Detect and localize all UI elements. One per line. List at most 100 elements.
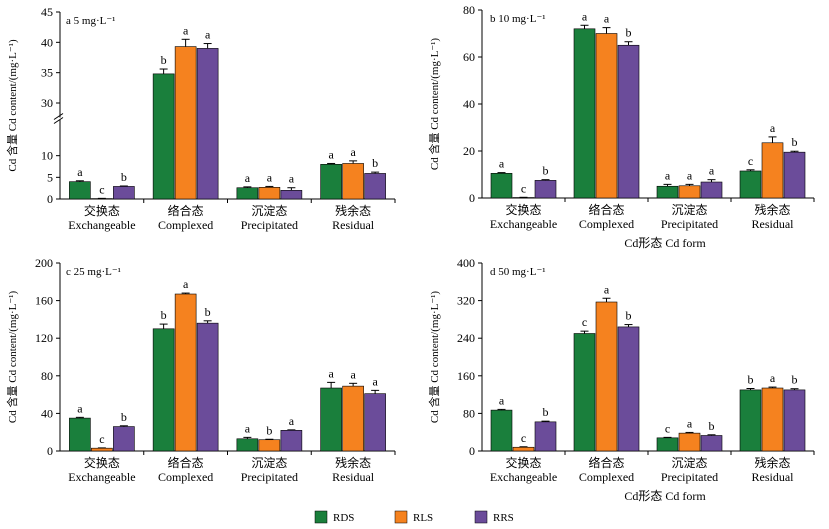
legend-label-rrs: RRS	[493, 512, 514, 524]
x-tick-label: 交换态	[84, 203, 120, 218]
significance-letter: c	[582, 315, 587, 329]
significance-letter: a	[770, 121, 776, 135]
bar-rrs	[280, 430, 303, 452]
x-axis-label: Cd形态 Cd form	[624, 489, 706, 503]
bar-rds	[573, 28, 596, 199]
significance-letter: b	[266, 423, 272, 437]
y-tick-label: 40	[41, 406, 53, 420]
bar-rls	[678, 185, 701, 199]
significance-letter: c	[99, 182, 104, 196]
x-tick-label: 沉淀态	[671, 203, 707, 217]
bar-rrs	[196, 48, 219, 200]
x-axis-label: Cd形态 Cd form	[624, 236, 706, 250]
bar-rrs	[280, 190, 303, 200]
legend: RDS RLS RRS	[314, 510, 514, 524]
significance-letter: b	[709, 419, 715, 433]
bar-rrs	[113, 186, 135, 200]
bar-rrs	[700, 435, 723, 452]
legend-swatch-rds	[314, 510, 328, 524]
significance-letter: b	[161, 53, 167, 67]
bar-rrs	[783, 151, 806, 199]
y-tick-label: 0	[47, 444, 53, 458]
significance-letter: a	[328, 366, 334, 380]
significance-letter: c	[521, 181, 526, 195]
bar-rds	[739, 170, 762, 199]
axis-break-gap	[54, 117, 397, 120]
panel-label: c 25 mg·L⁻¹	[66, 266, 121, 278]
y-tick-label: 160	[457, 369, 475, 383]
y-tick-label: 45	[41, 5, 53, 19]
bar-rrs	[534, 180, 557, 199]
axis-break-mark	[53, 117, 64, 124]
bar-rds	[69, 181, 91, 200]
x-tick-label: 残余态	[754, 455, 790, 470]
x-tick-label: 交换态	[505, 202, 541, 217]
bar-rls	[342, 385, 364, 452]
axis-break-mark	[53, 113, 64, 120]
x-tick-label-en: Residual	[752, 217, 795, 231]
x-tick-label: 残余态	[754, 202, 790, 217]
x-tick-label-en: Exchangeable	[68, 218, 135, 232]
significance-letter: a	[205, 28, 211, 42]
bar-rls	[91, 447, 113, 452]
y-axis-label: Cd 含量 Cd content/(mg·L⁻¹)	[5, 291, 19, 424]
y-axis-label: Cd 含量 Cd content/(mg·L⁻¹)	[427, 38, 441, 171]
x-tick-label: 交换态	[84, 455, 120, 470]
significance-letter: b	[626, 26, 632, 40]
y-tick-label: 0	[47, 192, 53, 206]
x-tick-label-en: Complexed	[579, 470, 634, 484]
bar-rrs	[196, 322, 219, 452]
significance-letter: a	[267, 170, 273, 184]
bar-rds	[236, 187, 259, 200]
bar-rds	[152, 328, 175, 452]
x-tick-label-en: Residual	[332, 218, 375, 232]
significance-letter: a	[604, 282, 610, 296]
significance-letter: a	[77, 165, 83, 179]
panel-label: a 5 mg·L⁻¹	[66, 15, 115, 27]
x-tick-label-en: Exchangeable	[68, 470, 135, 484]
significance-letter: b	[161, 308, 167, 322]
significance-letter: a	[687, 168, 693, 182]
x-tick-label-en: Precipitated	[241, 470, 298, 484]
x-tick-label: 络合态	[168, 455, 204, 470]
significance-letter: a	[350, 367, 356, 381]
significance-letter: b	[372, 156, 378, 170]
significance-letter: a	[328, 147, 334, 161]
y-tick-label: 35	[41, 66, 53, 80]
significance-letter: a	[499, 157, 505, 171]
significance-letter: a	[245, 171, 251, 185]
significance-letter: b	[205, 305, 211, 319]
significance-letter: a	[770, 371, 776, 385]
significance-letter: c	[748, 154, 753, 168]
y-axis-label: Cd 含量 Cd content/(mg·L⁻¹)	[5, 39, 19, 172]
panel-label: d 50 mg·L⁻¹	[490, 266, 546, 278]
y-tick-label: 0	[469, 444, 475, 458]
x-tick-label-en: Exchangeable	[490, 217, 557, 231]
panel-d: 0 80 160 240 320 400 Cd 含量 Cd content/(mg·L⁻¹)…	[427, 256, 815, 503]
y-tick-label: 0	[469, 191, 475, 205]
x-tick-label: 沉淀态	[251, 204, 287, 218]
x-tick-label: 络合态	[588, 202, 624, 217]
significance-letter: a	[665, 168, 671, 182]
x-tick-label-en: Exchangeable	[490, 470, 557, 484]
panel-c: 0 40 80 120 160 200 Cd 含量 Cd content/(mg·L⁻¹) c…	[5, 256, 396, 484]
significance-letter: a	[604, 12, 610, 26]
bar-rds	[656, 437, 679, 452]
bar-rls	[512, 446, 535, 452]
bar-rrs	[783, 389, 806, 452]
x-tick-label-en: Precipitated	[661, 470, 718, 484]
significance-letter: a	[77, 401, 83, 415]
bar-rds	[573, 333, 596, 452]
panel-label: b 10 mg·L⁻¹	[490, 13, 546, 25]
y-tick-label: 120	[35, 331, 53, 345]
bar-rls	[258, 187, 281, 200]
bar-rrs	[617, 326, 640, 452]
bar-rds	[320, 164, 342, 200]
y-tick-label: 400	[457, 256, 475, 270]
y-tick-label: 80	[463, 3, 475, 17]
bar-rrs	[700, 181, 723, 199]
bar-rds	[739, 389, 762, 452]
significance-letter: c	[99, 432, 104, 446]
legend-label-rls: RLS	[413, 512, 433, 524]
bar-rls	[761, 387, 784, 452]
